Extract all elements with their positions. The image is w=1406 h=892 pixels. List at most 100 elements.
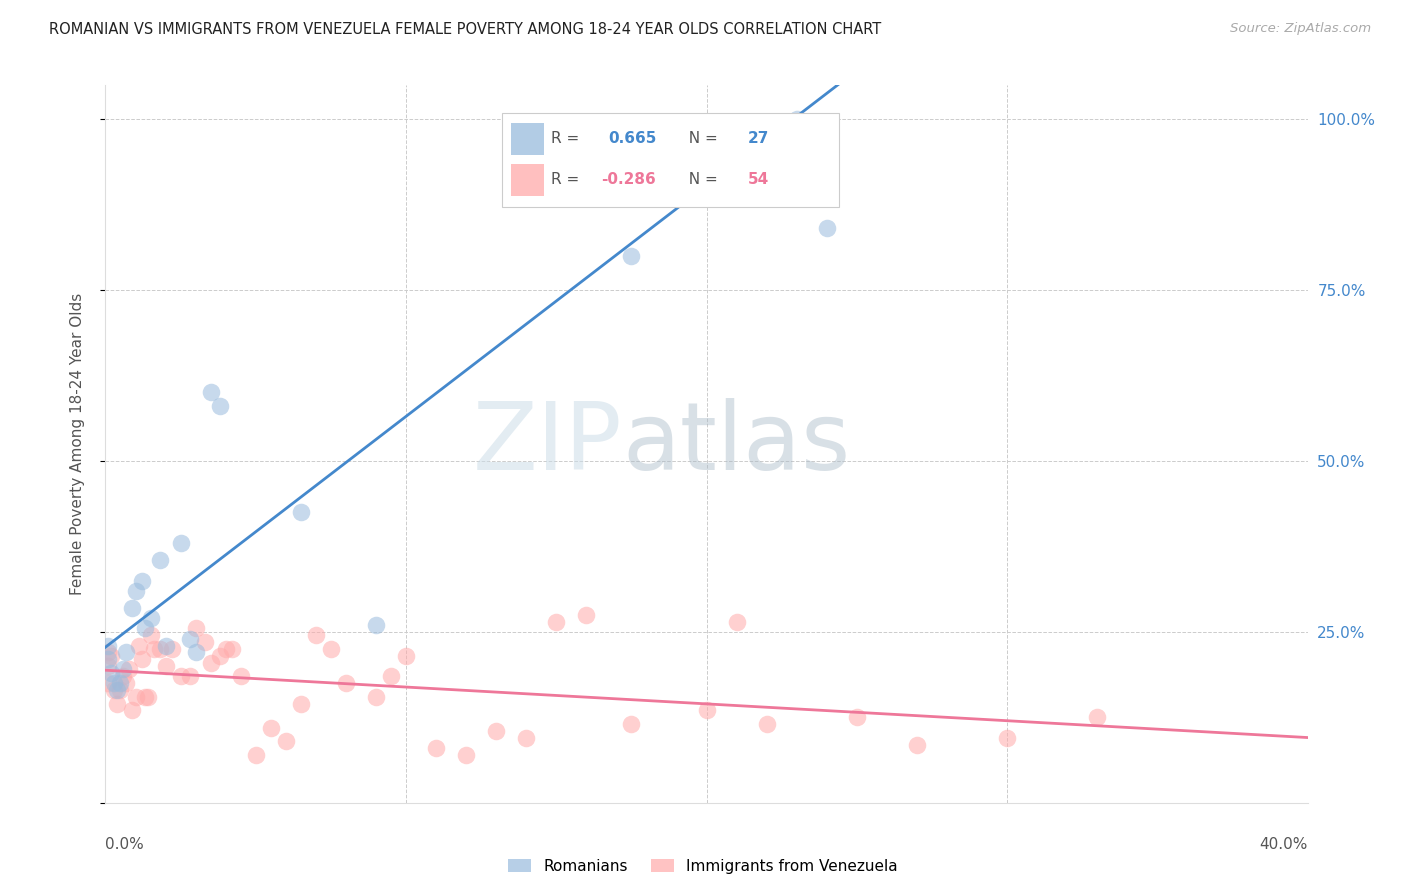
Point [169,669,191,683]
Point [179,669,201,683]
Point [335,676,357,690]
Point [103,683,125,698]
Point [395,648,418,663]
Text: ROMANIAN VS IMMIGRANTS FROM VENEZUELA FEMALE POVERTY AMONG 18-24 YEAR OLDS CORRE: ROMANIAN VS IMMIGRANTS FROM VENEZUELA FE… [49,22,882,37]
Point [110,683,132,698]
Point [620,249,643,263]
Point [169,536,191,550]
Point [184,645,207,659]
Point [364,618,387,632]
Point [160,642,183,657]
Point [179,632,201,646]
Point [725,615,748,629]
Point [124,583,146,598]
Point [97,659,120,673]
FancyBboxPatch shape [502,113,839,207]
Point [546,132,568,146]
Point [364,690,387,704]
Point [786,112,808,126]
Point [100,665,122,680]
Bar [510,164,544,195]
Point [845,710,868,724]
Point [148,642,170,657]
Point [148,553,170,567]
Text: R =: R = [551,131,589,146]
Text: 27: 27 [748,131,769,146]
Point [112,662,135,677]
Point [155,659,177,673]
Point [200,656,222,670]
Bar [510,123,544,154]
Point [97,652,120,666]
Point [305,628,328,642]
Point [107,697,129,711]
Text: 0.0%: 0.0% [105,838,145,852]
Point [605,132,627,146]
Point [155,639,177,653]
Point [184,622,207,636]
Point [134,622,156,636]
Point [260,721,283,735]
Text: N =: N = [679,172,723,187]
Point [112,669,135,683]
Point [97,645,120,659]
Text: atlas: atlas [623,398,851,490]
Text: ZIP: ZIP [472,398,623,490]
Point [208,399,231,413]
Point [274,734,297,748]
Text: -0.286: -0.286 [602,172,657,187]
Point [118,662,141,677]
Point [485,724,508,739]
Point [454,747,477,762]
Point [1085,710,1108,724]
Point [142,642,165,657]
Point [139,628,162,642]
Point [131,652,153,666]
Point [425,741,447,756]
Point [214,642,236,657]
Point [515,731,537,745]
Point [696,703,718,717]
Point [380,669,402,683]
Text: 0.665: 0.665 [609,131,657,146]
Point [245,747,267,762]
Point [575,607,598,622]
Legend: Romanians, Immigrants from Venezuela: Romanians, Immigrants from Venezuela [502,853,904,880]
Point [620,717,643,731]
Point [103,676,125,690]
Point [319,642,342,657]
Point [134,690,156,704]
Point [200,385,222,400]
Point [290,505,312,519]
Point [546,615,568,629]
Point [905,738,928,752]
Text: 54: 54 [748,172,769,187]
Point [139,611,162,625]
Point [100,648,122,663]
Point [115,676,138,690]
Point [97,639,120,653]
Point [194,635,217,649]
Y-axis label: Female Poverty Among 18-24 Year Olds: Female Poverty Among 18-24 Year Olds [70,293,84,595]
Point [815,221,838,235]
Text: Source: ZipAtlas.com: Source: ZipAtlas.com [1230,22,1371,36]
Point [995,731,1018,745]
Point [755,717,778,731]
Text: R =: R = [551,172,583,187]
Point [115,645,138,659]
Point [208,648,231,663]
Point [121,703,143,717]
Point [121,601,143,615]
Point [290,697,312,711]
Point [229,669,252,683]
Point [128,639,150,653]
Point [110,676,132,690]
Text: 40.0%: 40.0% [1260,838,1308,852]
Point [136,690,159,704]
Point [97,676,120,690]
Point [124,690,146,704]
Point [131,574,153,588]
Point [221,642,243,657]
Text: N =: N = [679,131,723,146]
Point [107,683,129,698]
